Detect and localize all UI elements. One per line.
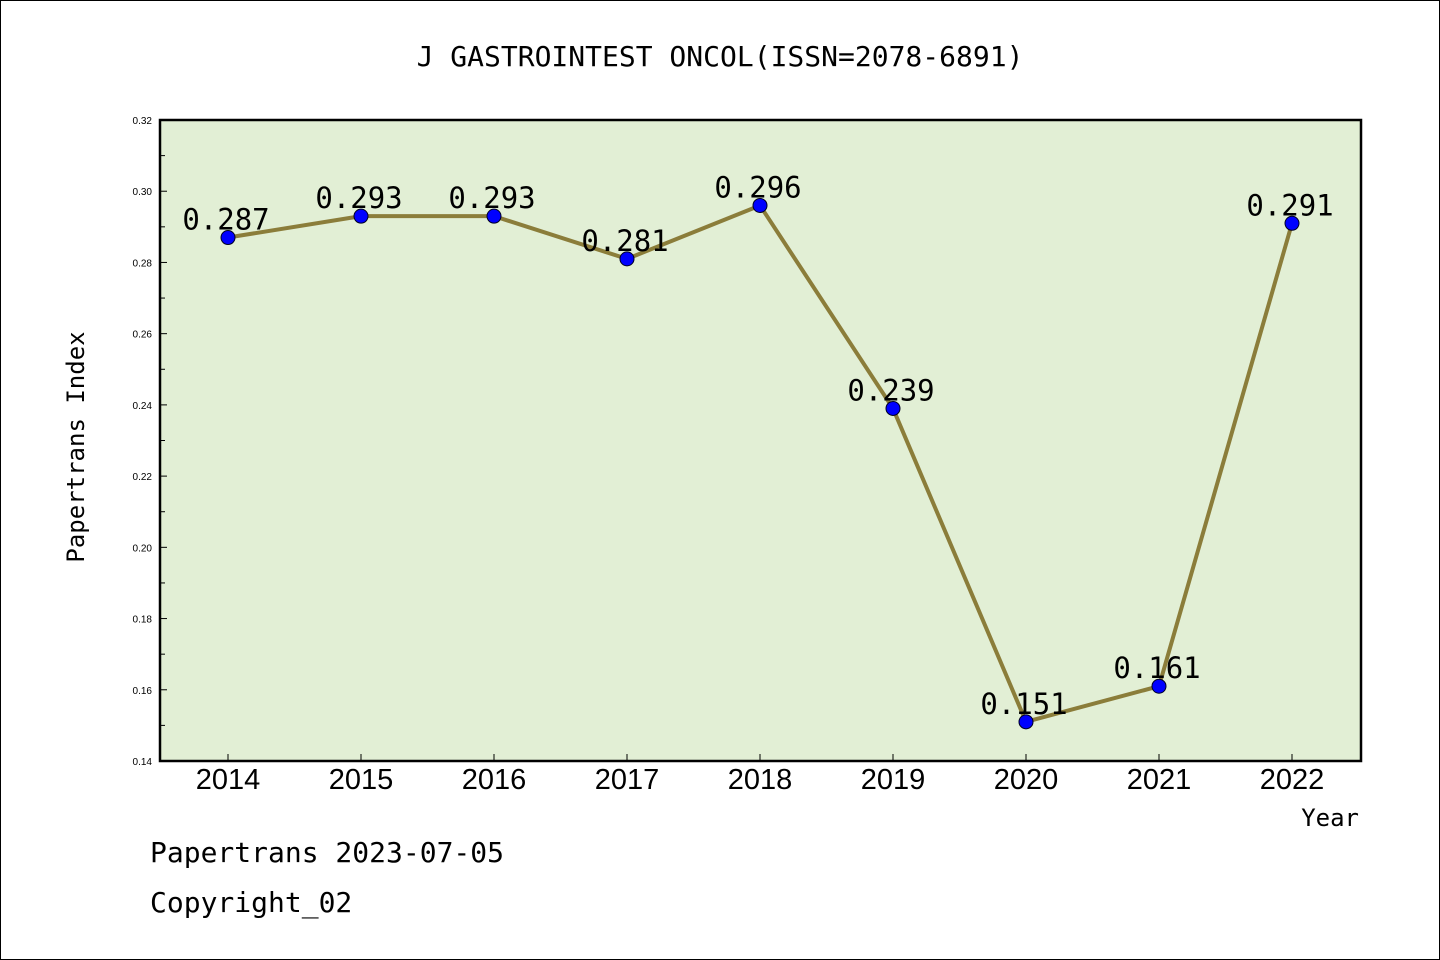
data-point [885,400,901,416]
x-tick-label: 2018 [728,764,793,796]
data-label: 0.287 [182,203,269,237]
x-tick-label: 2019 [861,764,926,796]
x-tick-label: 2016 [462,764,527,796]
y-tick-label: 0.20 [133,543,153,554]
y-tick-label: 0.28 [133,258,153,269]
data-label: 0.293 [315,181,402,215]
data-point [1018,714,1034,730]
data-point [619,251,635,267]
y-tick-label: 0.26 [133,330,153,341]
data-label: 0.239 [847,373,934,407]
y-tick-label: 0.14 [133,757,153,768]
footer-copyright: Copyright_02 [150,886,353,919]
x-tick-label: 2020 [994,764,1059,796]
x-axis-label: Year [1301,804,1359,832]
x-axis: 2014 2015 2016 2017 2018 2019 2020 2021 2022 [196,754,1325,796]
x-tick-label: 2015 [329,764,394,796]
data-point [1284,215,1300,231]
data-label: 0.296 [714,170,801,204]
data-label: 0.293 [448,181,535,215]
data-label: 0.281 [581,224,668,258]
data-label: 0.151 [980,687,1067,721]
data-labels: 0.287 0.293 0.293 0.281 0.296 0.239 0.151 0.161… [182,170,1333,720]
y-axis: 0.14 0.16 0.18 0.20 0.22 0.24 0.26 0.28 0.30 0.32 [133,116,167,768]
x-tick-label: 2014 [196,764,261,796]
data-point [220,230,236,246]
data-point [1151,678,1167,694]
y-tick-label: 0.16 [133,686,153,697]
y-tick-label: 0.22 [133,472,153,483]
chart-title: J GASTROINTEST ONCOL(ISSN=2078-6891) [417,40,1024,73]
footer-date-line: Papertrans 2023-07-05 [150,836,505,869]
y-axis-label: Papertrans Index [62,331,90,562]
data-label: 0.291 [1246,188,1333,222]
data-point [486,208,502,224]
x-tick-label: 2021 [1127,764,1192,796]
y-tick-label: 0.18 [133,615,153,626]
y-tick-label: 0.24 [133,401,153,412]
y-tick-label: 0.32 [133,116,153,127]
data-point [353,208,369,224]
y-tick-label: 0.30 [133,187,153,198]
data-point [752,197,768,213]
series-papertrans-index [220,197,1300,730]
plot-area [158,118,1363,763]
x-tick-label: 2022 [1260,764,1325,796]
x-tick-label: 2017 [595,764,660,796]
data-label: 0.161 [1113,651,1200,685]
